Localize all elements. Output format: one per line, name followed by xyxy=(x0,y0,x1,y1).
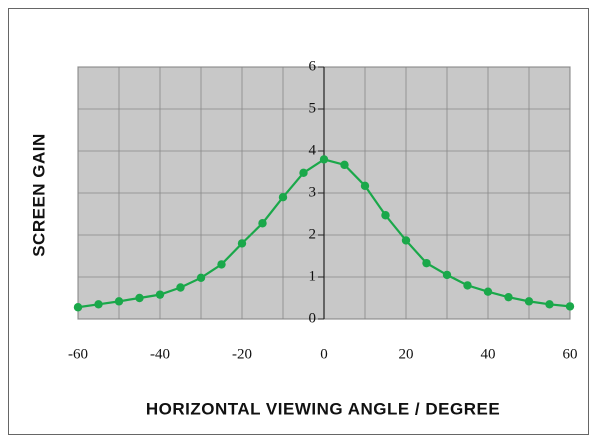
data-point xyxy=(217,260,226,269)
x-tick-label: 0 xyxy=(320,346,328,362)
data-point xyxy=(524,297,534,306)
x-axis-title: HORIZONTAL VIEWING ANGLE / DEGREE xyxy=(146,399,500,418)
data-point xyxy=(299,168,308,178)
data-point xyxy=(196,273,206,283)
data-point xyxy=(114,297,124,306)
y-tick-label: 2 xyxy=(309,226,317,242)
x-tick-label: 20 xyxy=(399,346,414,362)
y-tick-label: 3 xyxy=(309,184,317,200)
data-point xyxy=(340,160,349,170)
y-tick-label: 5 xyxy=(309,100,317,116)
data-point xyxy=(237,239,247,248)
data-point xyxy=(135,293,144,303)
data-point xyxy=(565,302,575,311)
x-tick-label: 60 xyxy=(563,346,578,362)
y-tick-label: 6 xyxy=(309,58,317,74)
data-point xyxy=(258,219,267,228)
data-point xyxy=(483,287,493,296)
data-point xyxy=(360,181,370,191)
data-point xyxy=(422,258,431,268)
data-point xyxy=(381,211,390,220)
data-point xyxy=(442,270,452,280)
data-point xyxy=(504,292,513,302)
data-point xyxy=(155,290,165,299)
y-tick-label: 1 xyxy=(309,268,317,284)
data-point xyxy=(319,155,329,164)
data-point xyxy=(463,281,472,290)
x-tick-label: -20 xyxy=(232,346,252,362)
x-tick-label: 40 xyxy=(481,346,496,362)
data-point xyxy=(545,300,554,309)
y-tick-label: 0 xyxy=(309,310,317,326)
data-point xyxy=(73,303,83,312)
data-point xyxy=(278,193,288,202)
x-tick-label: -60 xyxy=(68,346,88,362)
data-point xyxy=(401,236,411,245)
x-tick-label: -40 xyxy=(150,346,170,362)
y-axis-title: SCREEN GAIN xyxy=(29,133,48,257)
y-tick-label: 4 xyxy=(309,142,317,158)
data-point xyxy=(176,283,185,292)
data-point xyxy=(94,300,103,309)
